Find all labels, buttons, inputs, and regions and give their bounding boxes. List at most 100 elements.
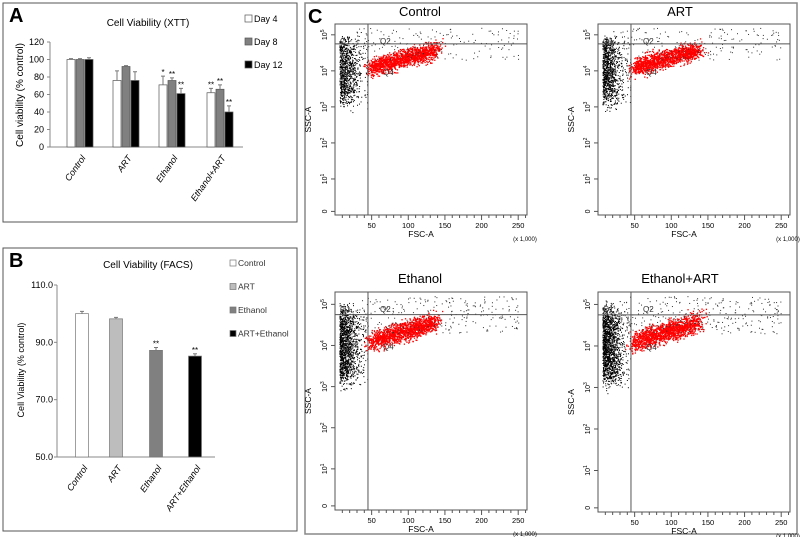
event-dot <box>610 96 611 97</box>
significance-mark: ** <box>178 80 184 89</box>
event-dot <box>400 57 401 58</box>
event-dot <box>356 76 357 77</box>
x-tick-label: Ethanol <box>138 463 164 495</box>
event-dot <box>607 78 608 79</box>
gated-event-dot <box>708 52 709 53</box>
event-dot <box>352 54 353 55</box>
y-tick-exponent: 4 <box>320 65 326 68</box>
gated-event-dot <box>690 58 691 59</box>
event-dot <box>344 80 345 81</box>
event-dot <box>505 59 506 60</box>
event-dot <box>618 98 619 99</box>
gated-event-dot <box>388 65 389 66</box>
gated-event-dot <box>633 63 634 64</box>
event-dot <box>363 58 364 59</box>
gated-event-dot <box>396 57 397 58</box>
event-dot <box>344 47 345 48</box>
gated-event-dot <box>414 59 415 60</box>
gated-event-dot <box>691 55 692 56</box>
event-dot <box>344 94 345 95</box>
event-dot <box>619 52 620 53</box>
event-dot <box>621 63 622 64</box>
event-dot <box>383 34 384 35</box>
event-dot <box>350 110 351 111</box>
event-dot <box>365 45 366 46</box>
event-dot <box>506 57 507 58</box>
gated-event-dot <box>682 46 683 47</box>
event-dot <box>359 36 360 37</box>
gated-event-dot <box>394 51 395 52</box>
event-dot <box>625 96 626 97</box>
event-dot <box>518 55 519 56</box>
gated-event-dot <box>694 58 695 59</box>
event-dot <box>613 31 614 32</box>
gated-event-dot <box>394 55 395 56</box>
event-dot <box>347 62 348 63</box>
event-dot <box>609 58 610 59</box>
gated-event-dot <box>646 63 647 64</box>
gated-event-dot <box>377 66 378 67</box>
event-dot <box>349 62 350 63</box>
event-dot <box>610 54 611 55</box>
x-tick-label: 200 <box>475 221 488 230</box>
event-dot <box>342 81 343 82</box>
gated-event-dot <box>377 59 378 60</box>
event-dot <box>448 54 449 55</box>
gated-event-dot <box>410 54 411 55</box>
event-dot <box>605 79 606 80</box>
gated-event-dot <box>647 77 648 78</box>
event-dot <box>626 59 627 60</box>
gated-event-dot <box>676 60 677 61</box>
gated-event-dot <box>393 55 394 56</box>
gated-event-dot <box>685 47 686 48</box>
gated-event-dot <box>371 71 372 72</box>
event-dot <box>382 47 383 48</box>
gated-event-dot <box>388 59 389 60</box>
gated-event-dot <box>682 49 683 50</box>
event-dot <box>615 108 616 109</box>
gated-event-dot <box>683 60 684 61</box>
gated-event-dot <box>681 59 682 60</box>
gated-event-dot <box>383 59 384 60</box>
event-dot <box>343 99 344 100</box>
event-dot <box>357 32 358 33</box>
gated-event-dot <box>433 42 434 43</box>
event-dot <box>348 87 349 88</box>
event-dot <box>366 41 367 42</box>
gated-event-dot <box>635 79 636 80</box>
event-dot <box>346 60 347 61</box>
event-dot <box>360 81 361 82</box>
event-dot <box>343 63 344 64</box>
gated-event-dot <box>384 55 385 56</box>
event-dot <box>441 41 442 42</box>
event-dot <box>618 42 619 43</box>
event-dot <box>603 72 604 73</box>
gated-event-dot <box>635 72 636 73</box>
gated-event-dot <box>417 53 418 54</box>
event-dot <box>357 69 358 70</box>
event-dot <box>419 36 420 37</box>
event-dot <box>614 36 615 37</box>
gated-event-dot <box>369 69 370 70</box>
event-dot <box>626 48 627 49</box>
y-tick-label: 100 <box>29 55 44 65</box>
event-dot <box>407 53 408 54</box>
gated-event-dot <box>386 63 387 64</box>
gated-event-dot <box>373 76 374 77</box>
y-tick-label: 90.0 <box>35 337 53 347</box>
gated-event-dot <box>674 51 675 52</box>
event-dot <box>344 63 345 64</box>
event-dot <box>350 58 351 59</box>
gated-event-dot <box>663 66 664 67</box>
gated-event-dot <box>681 51 682 52</box>
gated-event-dot <box>670 62 671 63</box>
event-dot <box>502 28 503 29</box>
gated-event-dot <box>428 59 429 60</box>
gated-event-dot <box>424 62 425 63</box>
event-dot <box>616 80 617 81</box>
gated-event-dot <box>374 72 375 73</box>
event-dot <box>356 45 357 46</box>
event-dot <box>616 103 617 104</box>
gated-event-dot <box>369 62 370 63</box>
